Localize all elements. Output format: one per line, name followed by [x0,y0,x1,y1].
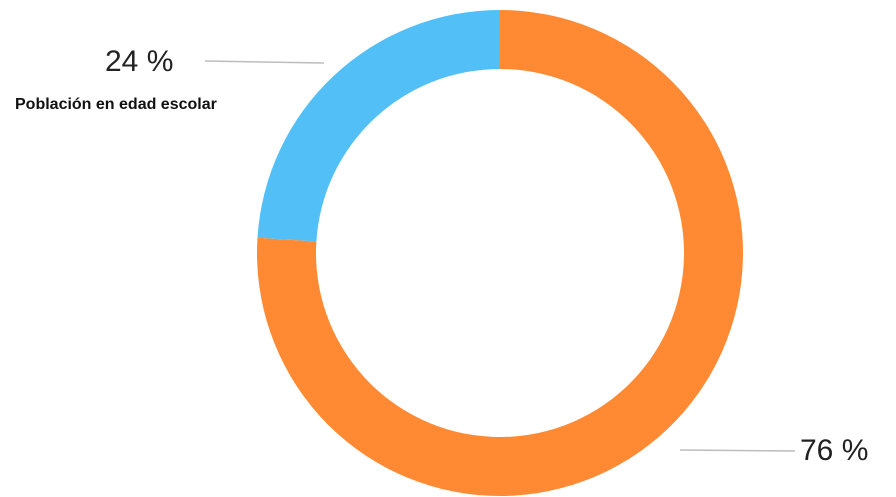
slice-value-label-0: 24 % [105,45,174,78]
slice-value-label-1: 76 % [800,434,869,467]
slice-category-label-0: Población en edad escolar [15,96,217,113]
leader-line-1 [679,449,796,452]
slices-group [256,10,744,496]
donut-slice-0 [257,10,500,242]
leader-line-0 [204,60,325,64]
